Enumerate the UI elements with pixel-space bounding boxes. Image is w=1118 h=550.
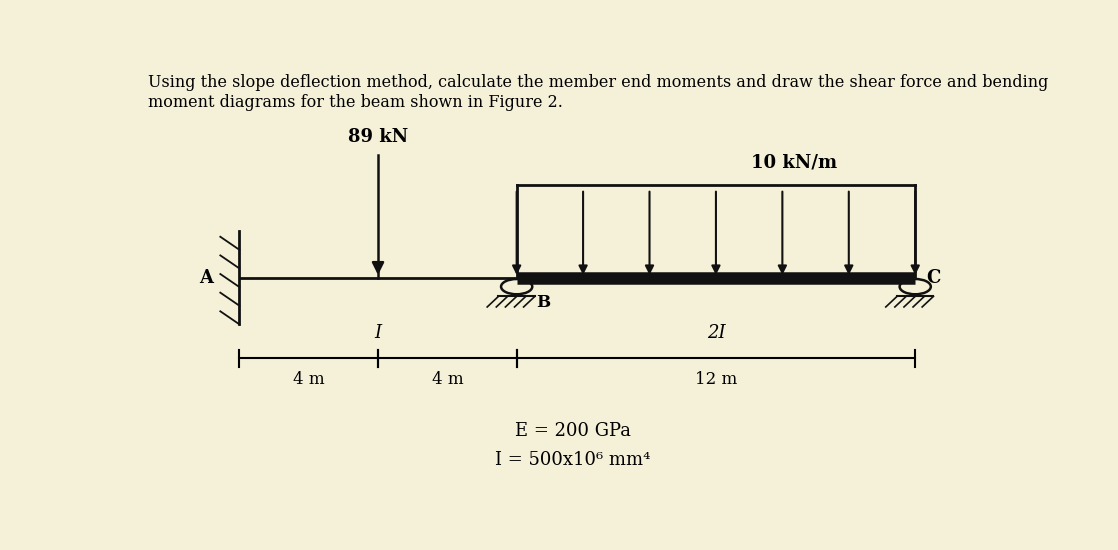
Text: 4 m: 4 m [432,371,463,388]
Text: 2I: 2I [707,324,726,342]
Text: C: C [927,269,941,287]
Text: E = 200 GPa: E = 200 GPa [515,422,631,440]
Text: Using the slope deflection method, calculate the member end moments and draw the: Using the slope deflection method, calcu… [149,74,1049,111]
Text: I = 500x10⁶ mm⁴: I = 500x10⁶ mm⁴ [495,452,651,469]
Text: 12 m: 12 m [694,371,737,388]
Text: 89 kN: 89 kN [348,129,408,146]
Text: I: I [375,324,381,342]
Text: 10 kN/m: 10 kN/m [751,154,837,172]
Text: B: B [536,294,550,311]
Text: 4 m: 4 m [293,371,324,388]
Text: A: A [199,269,214,287]
